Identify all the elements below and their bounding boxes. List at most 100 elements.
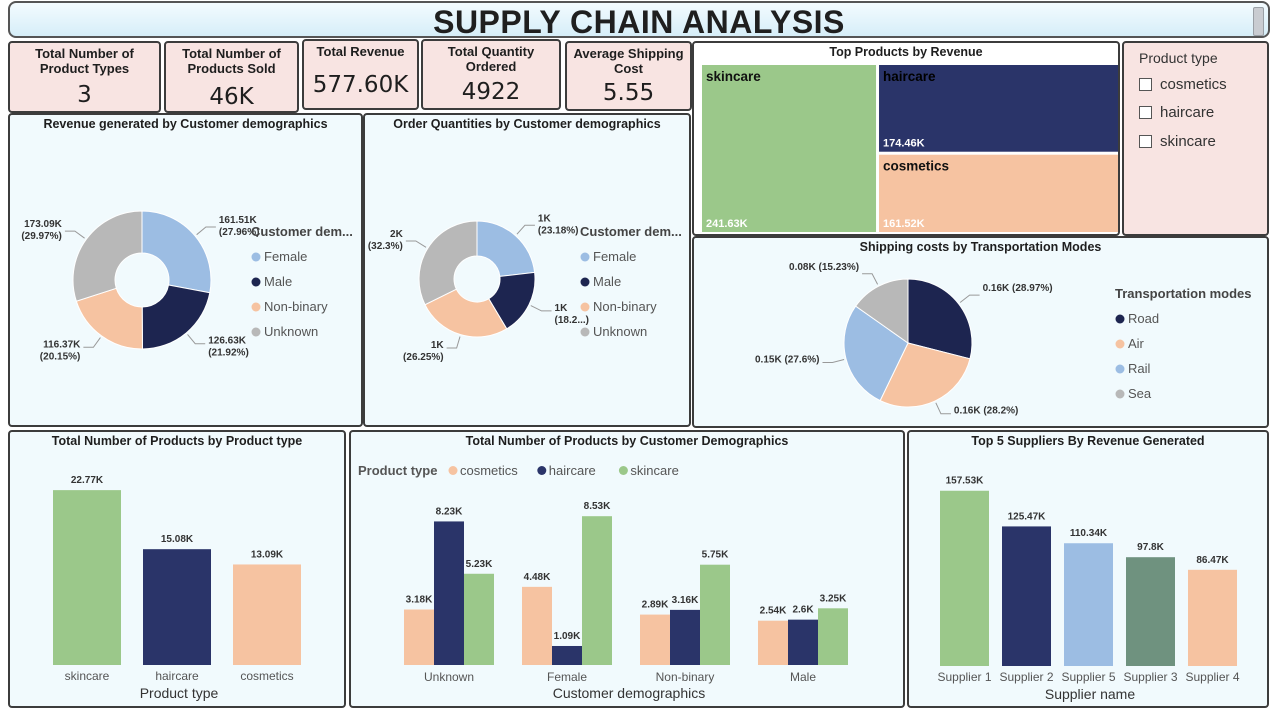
kpi-label: Total Quantity Ordered bbox=[447, 44, 535, 74]
treemap-tile-label: cosmetics bbox=[883, 159, 949, 174]
legend-title: Transportation modes bbox=[1115, 286, 1252, 301]
data-label: 0.08K (15.23%) bbox=[789, 262, 859, 273]
chart-title: Top 5 Suppliers By Revenue Generated bbox=[971, 434, 1205, 448]
bar-skincare-unknown bbox=[464, 573, 494, 665]
data-label: 8.23K bbox=[436, 506, 463, 517]
slicer-item-label: skincare bbox=[1160, 132, 1216, 150]
order-demographics-panel[interactable]: Order Quantities by Customer demographic… bbox=[363, 113, 691, 427]
data-label: 116.37K bbox=[43, 339, 81, 350]
data-label: 1.09K bbox=[554, 631, 581, 642]
legend-item-female: Female bbox=[264, 249, 307, 264]
products-by-demographics-chart: 3.18K 8.23K 5.23K Unknown 4.48K 1.09K 8.53K Fem… bbox=[358, 463, 848, 701]
legend-marker-rail bbox=[1115, 364, 1125, 374]
leader-line bbox=[530, 305, 552, 312]
kpi-card-total-revenue[interactable]: Total Revenue 577.60K bbox=[302, 39, 419, 110]
legend-marker-unknown bbox=[251, 327, 261, 337]
pie-slice-unknown bbox=[72, 210, 143, 302]
treemap-tile-value: 161.52K bbox=[883, 218, 925, 230]
kpi-card-product-types[interactable]: Total Number of Product Types 3 bbox=[8, 41, 161, 113]
data-label: 125.47K bbox=[1008, 511, 1047, 522]
pie-slice-non-binary bbox=[424, 288, 508, 338]
products-by-type-panel[interactable]: Total Number of Products by Product type… bbox=[8, 430, 346, 708]
treemap-tile-cosmetics bbox=[879, 154, 1118, 232]
bar-skincare-non-binary bbox=[700, 564, 730, 665]
leader-line bbox=[187, 334, 206, 345]
bar-skincare-male bbox=[818, 608, 848, 665]
treemap-chart: skincare 241.63K haircare 174.46K cosmetics 1… bbox=[702, 65, 1118, 232]
leader-line bbox=[196, 226, 216, 236]
data-label-pct: (32.3%) bbox=[368, 241, 403, 252]
data-label-pct: (23.18%) bbox=[538, 225, 579, 236]
slicer-item-skincare[interactable]: skincare bbox=[1139, 131, 1216, 151]
tick-label: Female bbox=[547, 670, 587, 684]
legend-item-rail: Rail bbox=[1128, 361, 1151, 376]
shipping-costs-panel[interactable]: Shipping costs by Transportation Modes 0… bbox=[692, 236, 1269, 428]
data-label: 8.53K bbox=[584, 501, 611, 512]
slicer-item-cosmetics[interactable]: cosmetics bbox=[1139, 74, 1227, 94]
bar-supplier-2 bbox=[1002, 526, 1051, 666]
tick-label: Male bbox=[790, 670, 816, 684]
tick-label: Unknown bbox=[424, 670, 474, 684]
tick-label: Supplier 1 bbox=[937, 670, 991, 684]
revenue-donut-chart: 161.51K(27.96%) 126.63K(21.92%) 116.37K(20… bbox=[21, 210, 353, 362]
pie-slice-sea bbox=[854, 278, 909, 344]
treemap-tile-value: 174.46K bbox=[883, 138, 925, 150]
chart-title: Total Number of Products by Customer Dem… bbox=[465, 434, 789, 448]
pie-slice-female bbox=[141, 210, 212, 294]
data-label: 13.09K bbox=[251, 549, 284, 560]
pie-slice-rail bbox=[843, 305, 909, 402]
checkbox[interactable] bbox=[1139, 77, 1152, 91]
tick-label: cosmetics bbox=[240, 669, 293, 683]
legend-marker-sea bbox=[1115, 389, 1125, 399]
x-axis-label: Product type bbox=[140, 685, 219, 701]
data-label: 4.48K bbox=[524, 572, 551, 583]
x-axis-label: Customer demographics bbox=[553, 685, 706, 701]
chart-title: Order Quantities by Customer demographic… bbox=[393, 117, 661, 131]
treemap-panel[interactable]: Top Products by Revenue skincare 241.63K h… bbox=[692, 41, 1120, 236]
bar-cosmetics-male bbox=[758, 620, 788, 665]
kpi-card-avg-shipping[interactable]: Average Shipping Cost 5.55 bbox=[565, 41, 692, 111]
kpi-card-products-sold[interactable]: Total Number of Products Sold 46K bbox=[164, 41, 299, 113]
leader-line bbox=[935, 402, 951, 415]
pie-slice-air bbox=[879, 342, 971, 408]
legend-item-unknown: Unknown bbox=[593, 324, 647, 339]
checkbox[interactable] bbox=[1139, 134, 1152, 148]
slicer-item-label: cosmetics bbox=[1160, 75, 1227, 93]
checkbox[interactable] bbox=[1139, 105, 1152, 119]
data-label: 126.63K bbox=[208, 336, 247, 347]
top-suppliers-panel[interactable]: Top 5 Suppliers By Revenue Generated 157… bbox=[907, 430, 1269, 708]
legend-marker-cosmetics bbox=[448, 466, 458, 475]
leader-line bbox=[862, 273, 879, 285]
bar-supplier-5 bbox=[1064, 543, 1113, 666]
slicer-item-haircare[interactable]: haircare bbox=[1139, 102, 1214, 122]
x-axis-label: Supplier name bbox=[1045, 686, 1135, 702]
kpi-card-quantity-ordered[interactable]: Total Quantity Ordered 4922 bbox=[421, 39, 561, 110]
legend-item-road: Road bbox=[1128, 311, 1159, 326]
legend-title: Product type bbox=[358, 463, 437, 478]
data-label: 161.51K bbox=[219, 215, 258, 226]
treemap-tile-haircare bbox=[879, 65, 1118, 152]
kpi-value: 46K bbox=[209, 84, 254, 110]
bar-haircare-unknown bbox=[434, 521, 464, 665]
data-label-pct: (27.96%) bbox=[219, 227, 260, 238]
bar-skincare-female bbox=[582, 516, 612, 665]
products-by-type-chart: 22.77K skincare 15.08K haircare 13.09K cosmet… bbox=[53, 475, 301, 701]
pie-slice-male bbox=[141, 284, 211, 350]
tick-label: Supplier 2 bbox=[999, 670, 1053, 684]
revenue-demographics-panel[interactable]: Revenue generated by Customer demographi… bbox=[8, 113, 363, 427]
data-label: 1K bbox=[555, 303, 569, 314]
data-label: 2K bbox=[390, 229, 404, 240]
chart-title: Top Products by Revenue bbox=[829, 45, 983, 59]
tick-label: haircare bbox=[155, 669, 199, 683]
data-label: 173.09K bbox=[24, 219, 63, 230]
title-scrollbar[interactable] bbox=[1253, 7, 1264, 36]
treemap-tile-skincare bbox=[702, 65, 877, 232]
bar-cosmetics-non-binary bbox=[640, 614, 670, 665]
data-label: 1K bbox=[538, 213, 552, 224]
bar-haircare-non-binary bbox=[670, 609, 700, 665]
products-by-demographics-panel[interactable]: Total Number of Products by Customer Dem… bbox=[349, 430, 905, 708]
legend-item-non-binary: Non-binary bbox=[593, 299, 657, 314]
data-label: 5.23K bbox=[466, 559, 493, 570]
data-label-pct: (21.92%) bbox=[208, 348, 249, 359]
legend-marker-non-binary bbox=[251, 302, 261, 312]
